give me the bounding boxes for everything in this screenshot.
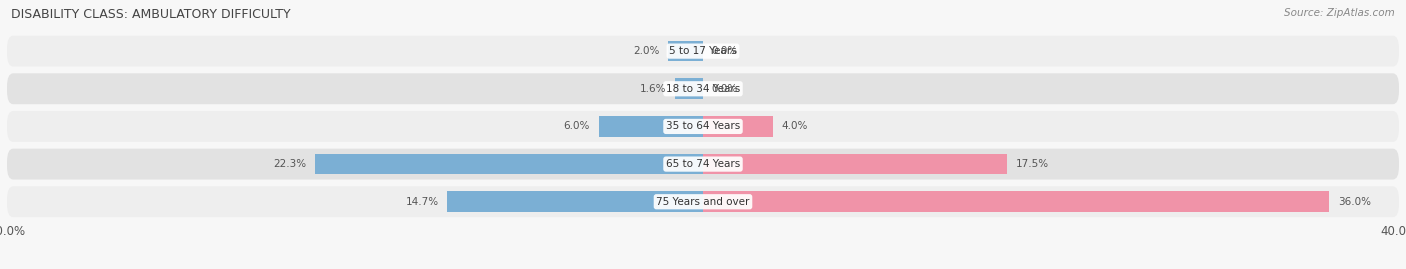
Text: 35 to 64 Years: 35 to 64 Years — [666, 121, 740, 132]
Text: 6.0%: 6.0% — [564, 121, 591, 132]
Text: 0.0%: 0.0% — [711, 84, 738, 94]
Bar — [703, 116, 773, 137]
Bar — [675, 78, 703, 99]
Text: 4.0%: 4.0% — [782, 121, 807, 132]
Text: 14.7%: 14.7% — [405, 197, 439, 207]
Bar — [315, 154, 703, 174]
Bar — [599, 116, 703, 137]
Text: 1.6%: 1.6% — [640, 84, 666, 94]
Text: 36.0%: 36.0% — [1339, 197, 1371, 207]
Text: Source: ZipAtlas.com: Source: ZipAtlas.com — [1284, 8, 1395, 18]
Text: 18 to 34 Years: 18 to 34 Years — [666, 84, 740, 94]
FancyBboxPatch shape — [7, 73, 1399, 104]
Text: 22.3%: 22.3% — [273, 159, 307, 169]
Text: 65 to 74 Years: 65 to 74 Years — [666, 159, 740, 169]
FancyBboxPatch shape — [7, 36, 1399, 66]
Text: 75 Years and over: 75 Years and over — [657, 197, 749, 207]
Bar — [447, 192, 703, 212]
Text: 0.0%: 0.0% — [711, 46, 738, 56]
Bar — [703, 192, 1330, 212]
Text: 5 to 17 Years: 5 to 17 Years — [669, 46, 737, 56]
Bar — [703, 154, 1008, 174]
FancyBboxPatch shape — [7, 111, 1399, 142]
FancyBboxPatch shape — [7, 186, 1399, 217]
Bar — [668, 41, 703, 61]
Text: 17.5%: 17.5% — [1017, 159, 1049, 169]
Text: 2.0%: 2.0% — [633, 46, 659, 56]
FancyBboxPatch shape — [7, 149, 1399, 179]
Text: DISABILITY CLASS: AMBULATORY DIFFICULTY: DISABILITY CLASS: AMBULATORY DIFFICULTY — [11, 8, 291, 21]
